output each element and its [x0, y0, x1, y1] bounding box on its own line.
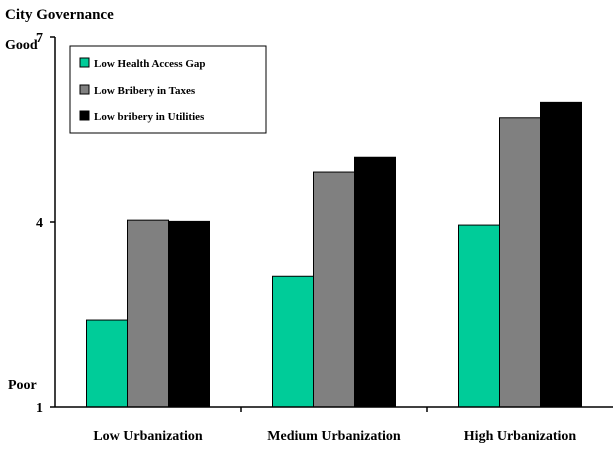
- bar: [354, 156, 396, 408]
- legend-swatch: [79, 57, 90, 68]
- bar: [313, 171, 355, 408]
- poor-label: Poor: [8, 378, 37, 393]
- good-label: Good: [5, 38, 38, 53]
- bar: [499, 117, 541, 408]
- bar: [86, 319, 128, 408]
- legend-swatch: [79, 84, 90, 95]
- bar: [272, 275, 314, 408]
- legend-label: Low Health Access Gap: [94, 58, 206, 70]
- y-tick-label: 7: [36, 31, 43, 46]
- chart-title: City Governance: [5, 7, 114, 23]
- bar: [168, 220, 210, 408]
- bar: [540, 101, 582, 408]
- y-tick-label: 4: [36, 216, 43, 231]
- legend-swatch: [79, 110, 90, 121]
- x-tick-label: High Urbanization: [464, 429, 577, 444]
- bar: [458, 224, 500, 408]
- bar: [127, 219, 169, 408]
- legend-box: [69, 45, 267, 134]
- legend-label: Low Bribery in Taxes: [94, 85, 196, 97]
- legend-label: Low bribery in Utilities: [94, 111, 205, 123]
- x-tick-label: Medium Urbanization: [267, 429, 401, 444]
- y-tick-label: 1: [36, 401, 43, 416]
- x-tick-label: Low Urbanization: [93, 429, 203, 444]
- legend: Low Health Access Gap Low Bribery in Taxe…: [69, 45, 267, 134]
